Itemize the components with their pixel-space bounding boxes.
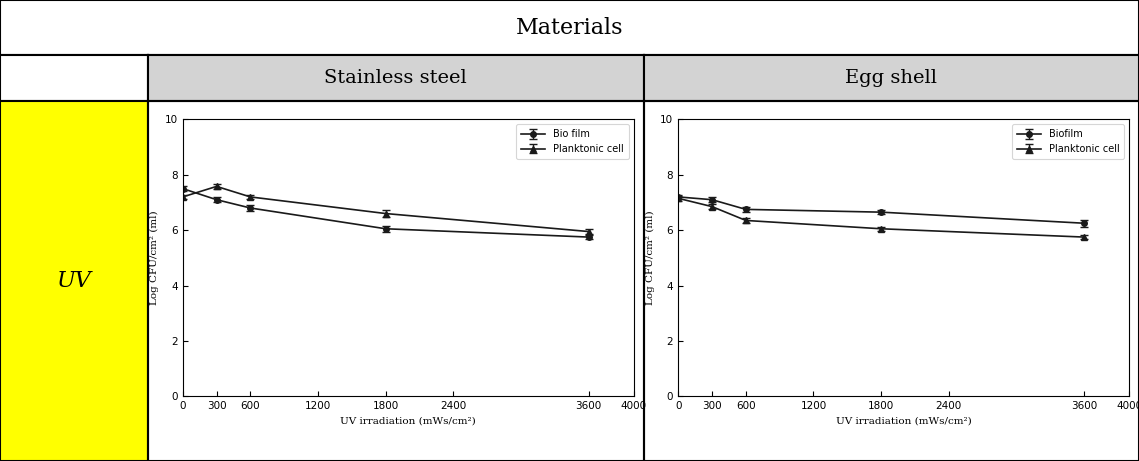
Text: Materials: Materials (516, 17, 623, 39)
X-axis label: UV irradiation (mWs/cm²): UV irradiation (mWs/cm²) (836, 417, 972, 426)
X-axis label: UV irradiation (mWs/cm²): UV irradiation (mWs/cm²) (341, 417, 476, 426)
Legend: Bio film, Planktonic cell: Bio film, Planktonic cell (516, 124, 629, 159)
Y-axis label: Log CFU/cm² (ml): Log CFU/cm² (ml) (150, 211, 159, 305)
Legend: Biofilm, Planktonic cell: Biofilm, Planktonic cell (1011, 124, 1124, 159)
Text: Stainless steel: Stainless steel (325, 69, 467, 88)
Text: UV: UV (57, 270, 91, 292)
Y-axis label: Log CFU/cm² (ml): Log CFU/cm² (ml) (646, 211, 655, 305)
Text: Egg shell: Egg shell (845, 69, 937, 88)
